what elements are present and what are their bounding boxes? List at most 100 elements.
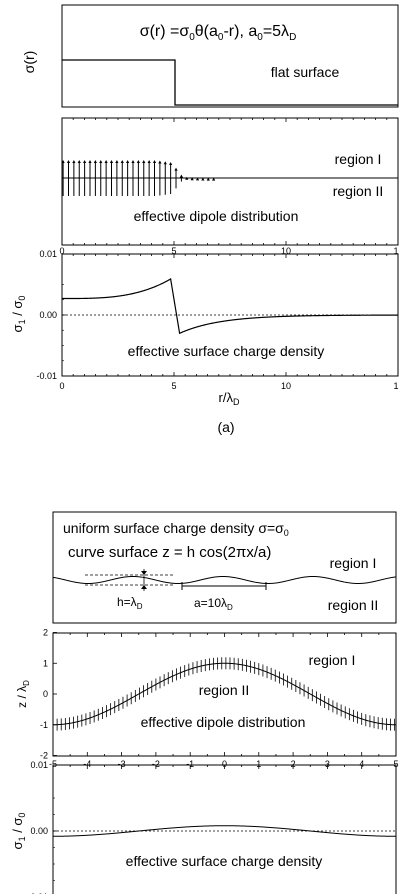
xtick-label: -4 — [83, 759, 91, 769]
panel-a3-label: effective surface charge density — [128, 343, 325, 359]
panel-b2-region2: region II — [199, 682, 250, 698]
dipole-arrowhead — [142, 160, 146, 163]
ytick-label: 0.00 — [39, 310, 57, 320]
xtick-label: 3 — [325, 759, 330, 769]
xtick-label: 0 — [59, 381, 64, 391]
xtick-label: -3 — [118, 759, 126, 769]
dipole-arrowhead — [88, 160, 92, 163]
xtick-label: -1 — [186, 759, 194, 769]
panel-b2-region1: region I — [309, 652, 356, 668]
panel-b3-ylabel: σ1 / σ0 — [10, 813, 27, 850]
xtick-label: -2 — [152, 759, 160, 769]
xtick-label: 2 — [291, 759, 296, 769]
panel-b3-ytick-labels: 0.01 0.00 -0.01 — [27, 760, 48, 894]
dipole-arrowhead — [212, 177, 216, 181]
ytick-label: -2 — [40, 751, 48, 761]
panel-a3-ylabel: σ1 / σ0 — [10, 296, 27, 333]
dipole-arrowhead — [66, 160, 71, 163]
panel-a2-xtick-labels: 0 5 10 1 — [59, 246, 398, 256]
ytick-label: 0.01 — [30, 760, 48, 770]
dipole-arrowhead — [93, 160, 97, 163]
panel-b2-xtick-labels: -5 -4 -3 -2 -1 0 1 2 3 4 5 — [49, 759, 399, 769]
ytick-label: -0.01 — [27, 892, 48, 894]
dipole-arrowhead — [174, 167, 178, 171]
panel-a1-ylabel: σ(r) — [21, 51, 37, 74]
panel-a2-dipoles — [61, 160, 216, 196]
panel-a2-region1: region I — [335, 151, 382, 167]
panel-b3-label: effective surface charge density — [126, 853, 323, 869]
dipole-arrowhead — [179, 174, 183, 178]
xtick-label: 1 — [256, 759, 261, 769]
panel-b2-ylabel: z / λD — [15, 680, 31, 708]
panel-b1-region1: region I — [330, 555, 377, 571]
dipole-arrowhead — [77, 160, 81, 163]
ytick-label: 1 — [43, 658, 48, 668]
dipole-arrowhead — [206, 177, 210, 181]
panel-a3-curve — [62, 278, 398, 335]
panel-a2-bottom-ticks — [61, 241, 399, 245]
panel-b1-h-label: h=λD — [117, 595, 143, 611]
xtick-label: 10 — [281, 381, 291, 391]
panel-a3-ticks — [61, 253, 399, 377]
dipole-arrowhead — [152, 160, 157, 163]
xtick-label: 5 — [171, 246, 176, 256]
dipole-arrowhead — [83, 160, 87, 163]
figure-a-caption: (a) — [217, 419, 234, 435]
dipole-arrowhead — [104, 160, 108, 163]
panel-a2-top-ticks — [61, 118, 399, 122]
panel-b2-label: effective dipole distribution — [141, 714, 306, 730]
dipole-arrowhead — [169, 161, 173, 165]
dipole-arrowhead — [61, 160, 65, 163]
panel-b1-a-label: a=10λD — [194, 596, 233, 612]
panel-b2-surface-curve — [53, 662, 396, 726]
dipole-arrowhead — [147, 160, 151, 163]
panel-b3-curve — [53, 825, 396, 837]
xtick-label: 5 — [171, 381, 176, 391]
xtick-label: 10 — [281, 246, 291, 256]
panel-b1-h-arrowhead-top — [141, 571, 147, 575]
xtick-label: -5 — [49, 759, 57, 769]
dipole-arrowhead — [190, 177, 194, 181]
dipole-arrowhead — [126, 160, 130, 163]
dipole-arrowhead — [109, 160, 114, 163]
ytick-label: 0.00 — [30, 826, 48, 836]
ytick-label: 0 — [43, 689, 48, 699]
xtick-label: 1 — [393, 381, 398, 391]
panel-b2-ytick-labels: 2 1 0 -1 -2 — [40, 628, 48, 761]
panel-a2-label: effective dipole distribution — [134, 208, 299, 224]
dipole-arrowhead — [185, 176, 189, 180]
dipole-arrowhead — [163, 161, 167, 165]
panel-a1-step-line — [62, 59, 398, 106]
panel-a1-label: flat surface — [271, 64, 340, 80]
panel-b2-ticks — [52, 632, 397, 756]
dipole-arrowhead — [158, 160, 162, 164]
ytick-label: -1 — [40, 720, 48, 730]
panel-a3-xlabel: r/λD — [219, 390, 240, 407]
dipole-arrowhead — [99, 160, 103, 163]
panel-b3-frame — [52, 764, 397, 894]
panel-b1-region2: region II — [328, 597, 379, 613]
panel-a3-ytick-labels: 0.01 0.00 -0.01 — [36, 249, 57, 381]
xtick-label: 1 — [393, 246, 398, 256]
dipole-arrowhead — [72, 160, 76, 163]
ytick-label: 2 — [43, 628, 48, 638]
panel-a2-frame — [61, 117, 399, 246]
panel-b1-h-arrowhead-bottom — [141, 585, 147, 589]
panel-b1-surface-wave — [52, 576, 397, 584]
ytick-label: 0.01 — [39, 249, 57, 259]
dipole-arrowhead — [136, 160, 140, 163]
dipole-arrowhead — [120, 160, 124, 163]
dipole-arrowhead — [115, 160, 119, 163]
dipole-arrowhead — [201, 177, 205, 181]
panel-b1-frame — [52, 511, 397, 624]
panel-a1-frame — [61, 4, 399, 108]
dipole-arrowhead — [131, 160, 135, 163]
xtick-label: 0 — [222, 759, 227, 769]
dipole-arrowhead — [195, 177, 200, 181]
panel-b1-title1: uniform surface charge density σ=σ0 — [63, 520, 289, 538]
ytick-label: -0.01 — [36, 371, 57, 381]
xtick-label: 0 — [59, 246, 64, 256]
panel-b1-title2: curve surface z = h cos(2πx/a) — [68, 544, 271, 561]
panel-a2-region2: region II — [333, 183, 384, 199]
